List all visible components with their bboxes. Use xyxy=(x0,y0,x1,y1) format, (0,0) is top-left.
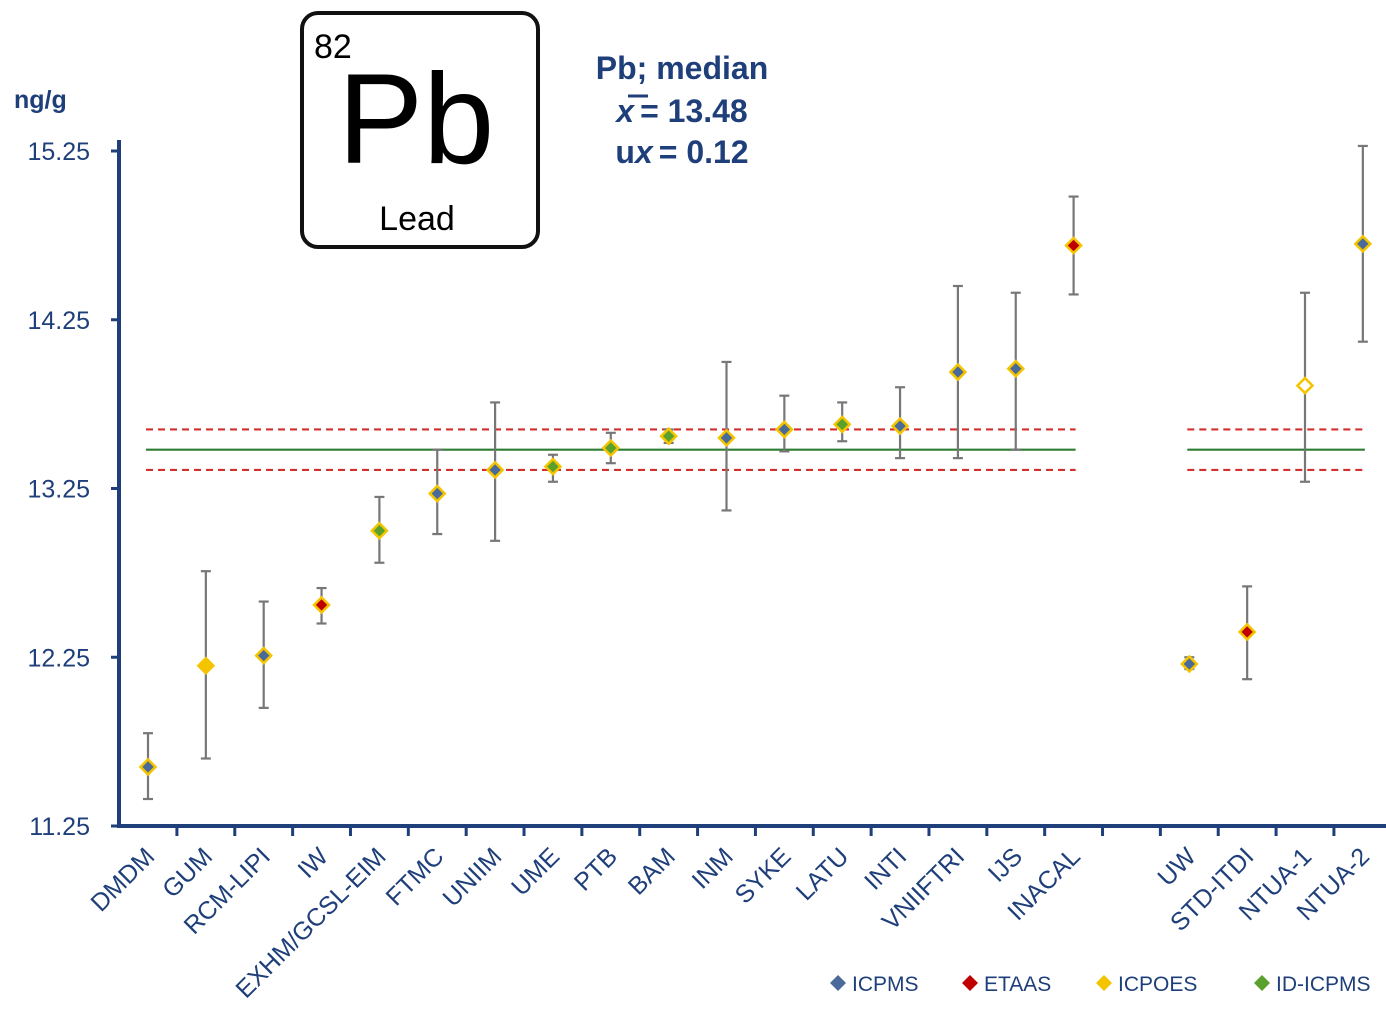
data-point xyxy=(1353,234,1373,254)
legend-label: ID-ICPMS xyxy=(1276,973,1371,996)
data-point xyxy=(601,438,621,458)
data-point xyxy=(717,428,736,448)
data-point xyxy=(196,656,216,675)
u-prefix: u xyxy=(615,134,635,170)
x-category-label: DMDM xyxy=(85,842,160,917)
stats-title: Pb; median xyxy=(596,50,768,86)
x-category-label: PTB xyxy=(569,842,623,896)
y-tick-label: 12.25 xyxy=(27,644,90,672)
legend-marker xyxy=(1096,975,1112,991)
y-tick-label: 13.25 xyxy=(27,476,90,504)
x-category-label: LATU xyxy=(791,842,855,906)
data-point xyxy=(890,416,910,436)
mean-symbol: x xyxy=(614,93,635,129)
x-category-label: FTMC xyxy=(381,842,450,911)
element-symbol: Pb xyxy=(338,48,495,191)
data-markers xyxy=(138,234,1373,777)
data-point xyxy=(427,484,447,503)
legend-label: ICPOES xyxy=(1118,973,1197,996)
y-tick-label: 14.25 xyxy=(27,307,90,335)
stats-block: Pb; median x = 13.48 ux = 0.12 xyxy=(596,50,768,170)
stats-mean: x = 13.48 xyxy=(614,93,747,129)
legend-marker xyxy=(962,975,978,991)
data-point xyxy=(138,757,158,777)
axes: 11.2512.2513.2514.2515.25DMDMGUMRCM-LIPI… xyxy=(27,138,1386,1004)
data-point xyxy=(832,415,852,434)
data-point xyxy=(485,460,505,480)
x-category-label: IJS xyxy=(983,842,1028,887)
x-category-label: IW xyxy=(292,842,334,884)
data-point xyxy=(775,420,794,439)
legend: ICPMS ETAAS ICPOES ID-ICPMS xyxy=(830,973,1371,996)
element-box-frame xyxy=(300,11,540,249)
data-point xyxy=(1237,622,1257,642)
reference-lines xyxy=(146,428,1365,472)
element-name: Lead xyxy=(379,200,455,238)
data-point xyxy=(659,426,678,446)
legend-label: ICPMS xyxy=(852,973,919,996)
data-point xyxy=(1064,236,1083,255)
y-tick-label: 11.25 xyxy=(29,813,90,841)
data-point xyxy=(1295,376,1315,395)
data-point xyxy=(1006,359,1026,378)
u-symbol: x xyxy=(633,134,654,170)
x-category-label: UME xyxy=(506,842,565,901)
element-box: 82 Pb Lead xyxy=(300,11,540,249)
legend-label: ETAAS xyxy=(984,973,1051,996)
x-category-label: SYKE xyxy=(730,842,797,909)
legend-marker xyxy=(830,975,846,991)
x-category-label: UW xyxy=(1152,842,1202,892)
data-point xyxy=(312,595,331,615)
x-category-label: BAM xyxy=(623,842,681,900)
x-category-label: UNIIM xyxy=(437,842,507,912)
atomic-number: 82 xyxy=(314,28,352,66)
data-point xyxy=(254,646,273,665)
y-axis-unit: ng/g xyxy=(14,86,67,114)
legend-marker xyxy=(1254,975,1270,991)
mean-value: = 13.48 xyxy=(640,93,748,129)
stats-uncertainty: ux = 0.12 xyxy=(615,134,748,170)
data-point xyxy=(948,362,968,382)
u-value: = 0.12 xyxy=(659,134,749,170)
data-point xyxy=(1180,654,1199,674)
data-point xyxy=(543,457,563,476)
y-tick-label: 15.25 xyxy=(27,138,90,166)
data-point xyxy=(370,521,389,540)
x-category-label: INM xyxy=(687,842,739,894)
